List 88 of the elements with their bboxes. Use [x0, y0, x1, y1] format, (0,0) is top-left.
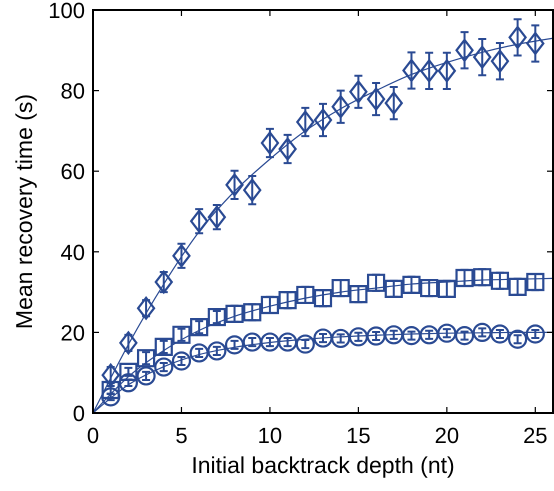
point [384, 325, 404, 344]
point [455, 38, 474, 62]
point [208, 206, 226, 229]
point [118, 373, 138, 392]
point [172, 351, 192, 371]
point [508, 26, 527, 49]
y-tick-label: 20 [60, 320, 85, 346]
point [526, 32, 544, 55]
point [366, 274, 386, 292]
point [314, 108, 332, 132]
point [136, 366, 156, 386]
point [314, 289, 332, 308]
point [348, 327, 368, 346]
y-tick-label: 60 [60, 159, 85, 184]
point [243, 178, 262, 202]
point [420, 278, 438, 298]
point [420, 325, 439, 344]
point [136, 296, 156, 320]
point [102, 364, 120, 387]
point [225, 304, 244, 323]
x-axis-title: Initial backtrack depth (nt) [191, 452, 455, 478]
point [402, 276, 421, 294]
point [242, 332, 262, 352]
y-tick-label: 80 [60, 78, 85, 104]
point [260, 131, 280, 154]
point [332, 95, 350, 118]
point [172, 326, 191, 344]
point [438, 59, 456, 82]
x-tick-label: 10 [258, 423, 282, 448]
point [154, 270, 173, 294]
point [332, 278, 350, 298]
point [490, 50, 510, 73]
point [260, 332, 280, 352]
point [349, 80, 368, 104]
point [207, 341, 226, 361]
point [473, 46, 492, 69]
point [472, 322, 492, 342]
point [278, 291, 297, 310]
y-axis-title: Mean recovery time (s) [11, 94, 37, 330]
x-tick-label: 5 [175, 423, 188, 448]
y-tick-label: 100 [48, 0, 85, 23]
point [454, 326, 474, 346]
point [473, 268, 492, 286]
point [296, 334, 315, 354]
point [508, 278, 527, 296]
point [119, 331, 138, 354]
point [296, 110, 314, 134]
point [101, 387, 120, 406]
point [260, 296, 280, 314]
point [296, 286, 314, 304]
point [366, 326, 386, 346]
point [154, 338, 173, 356]
x-tick-label: 20 [434, 423, 460, 448]
point [437, 324, 456, 343]
point [102, 380, 120, 400]
y-tick-label: 40 [60, 240, 85, 265]
point [243, 303, 262, 322]
x-tick-label: 25 [523, 423, 548, 448]
point [455, 268, 474, 288]
point [119, 362, 138, 381]
point [208, 308, 226, 326]
y-tick-label: 0 [72, 401, 85, 426]
point [490, 272, 510, 290]
point [278, 332, 298, 352]
point [190, 318, 208, 336]
point [278, 138, 297, 161]
point [438, 280, 456, 298]
point [402, 58, 421, 82]
point [172, 244, 191, 268]
point [190, 210, 208, 233]
point [526, 272, 544, 292]
point [154, 357, 174, 377]
point [136, 349, 156, 368]
x-tick-label: 15 [346, 423, 371, 448]
point [490, 324, 510, 344]
point [225, 173, 244, 196]
point [384, 280, 403, 298]
point [402, 326, 422, 346]
point [313, 328, 333, 348]
point [526, 324, 545, 344]
point [349, 285, 368, 304]
point [420, 59, 438, 82]
point [190, 343, 209, 363]
point [331, 328, 350, 348]
point [384, 92, 403, 115]
point [366, 88, 386, 111]
point [508, 330, 528, 349]
point [224, 335, 244, 354]
